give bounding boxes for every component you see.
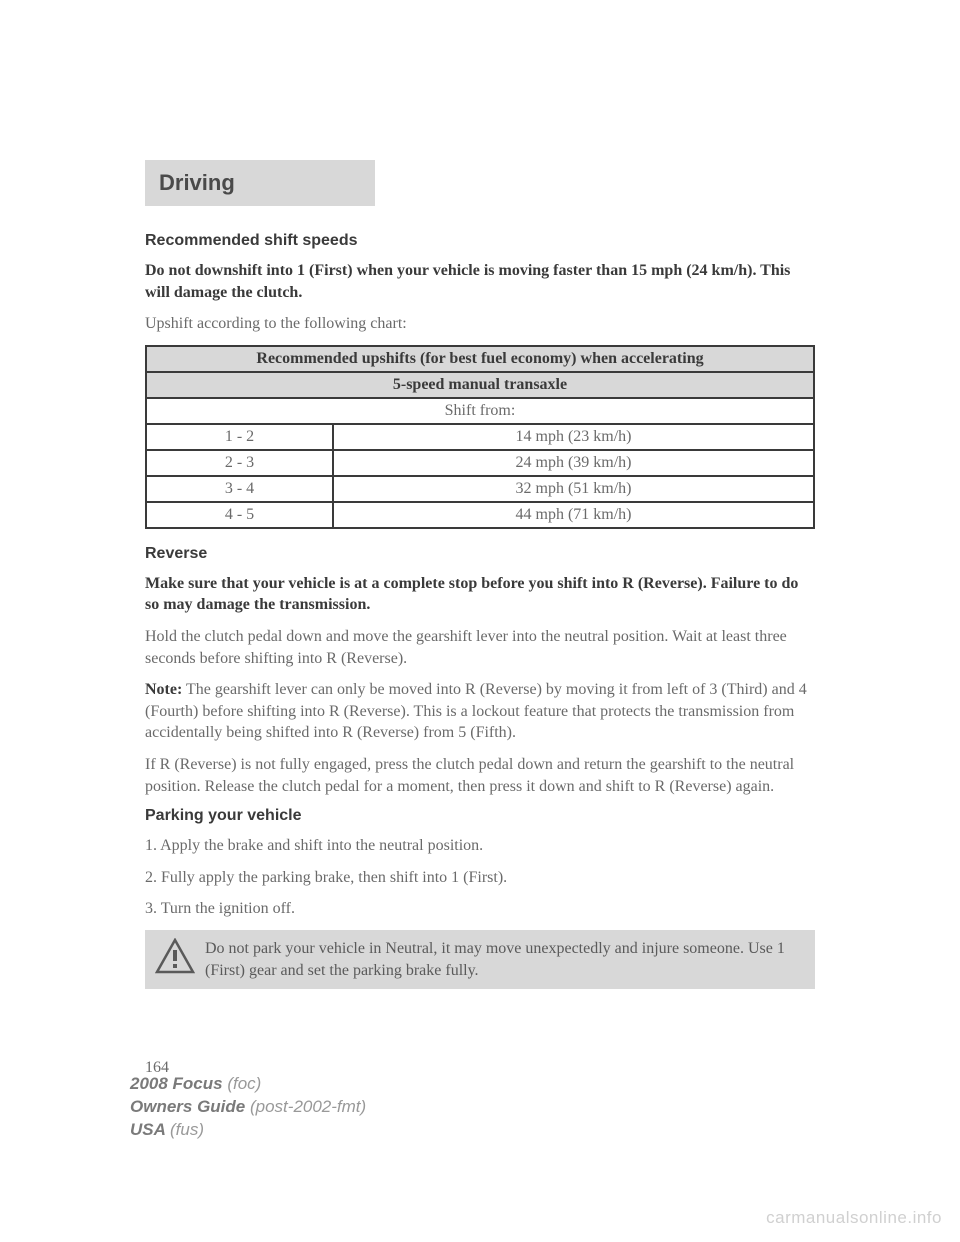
table-row: 2 - 3 24 mph (39 km/h) xyxy=(146,450,814,476)
gear-cell: 3 - 4 xyxy=(146,476,333,502)
footer-line-1: 2008 Focus (foc) xyxy=(130,1073,366,1096)
watermark: carmanualsonline.info xyxy=(766,1208,942,1228)
footer-line-3: USA (fus) xyxy=(130,1119,366,1142)
speed-cell: 14 mph (23 km/h) xyxy=(333,424,814,450)
parking-step-2: 2. Fully apply the parking brake, then s… xyxy=(145,867,815,889)
caution-text: Do not park your vehicle in Neutral, it … xyxy=(205,938,805,981)
table-subtitle: 5-speed manual transaxle xyxy=(146,372,814,398)
section-heading-reverse: Reverse xyxy=(145,545,815,563)
footer-region: USA xyxy=(130,1120,170,1139)
chapter-title: Driving xyxy=(159,170,361,196)
parking-step-1: 1. Apply the brake and shift into the ne… xyxy=(145,835,815,857)
manual-page: Driving Recommended shift speeds Do not … xyxy=(0,0,960,1077)
reverse-warning: Make sure that your vehicle is at a comp… xyxy=(145,573,815,616)
upshift-table: Recommended upshifts (for best fuel econ… xyxy=(145,345,815,529)
table-row: 1 - 2 14 mph (23 km/h) xyxy=(146,424,814,450)
reverse-note: Note: The gearshift lever can only be mo… xyxy=(145,679,815,744)
speed-cell: 32 mph (51 km/h) xyxy=(333,476,814,502)
footer-code-2: (post-2002-fmt) xyxy=(250,1097,366,1116)
section-heading-parking: Parking your vehicle xyxy=(145,807,815,825)
shift-warning: Do not downshift into 1 (First) when you… xyxy=(145,260,815,303)
table-row: 3 - 4 32 mph (51 km/h) xyxy=(146,476,814,502)
note-label: Note: xyxy=(145,681,182,698)
speed-cell: 24 mph (39 km/h) xyxy=(333,450,814,476)
shift-intro: Upshift according to the following chart… xyxy=(145,313,815,335)
footer-line-2: Owners Guide (post-2002-fmt) xyxy=(130,1096,366,1119)
table-shift-from: Shift from: xyxy=(146,398,814,424)
gear-cell: 1 - 2 xyxy=(146,424,333,450)
warning-triangle-icon xyxy=(155,938,195,974)
caution-box: Do not park your vehicle in Neutral, it … xyxy=(145,930,815,989)
chapter-header: Driving xyxy=(145,160,375,206)
gear-cell: 2 - 3 xyxy=(146,450,333,476)
note-text: The gearshift lever can only be moved in… xyxy=(145,681,807,741)
table-row: 4 - 5 44 mph (71 km/h) xyxy=(146,502,814,528)
footer-code-3: (fus) xyxy=(170,1120,204,1139)
speed-cell: 44 mph (71 km/h) xyxy=(333,502,814,528)
gear-cell: 4 - 5 xyxy=(146,502,333,528)
footer: 2008 Focus (foc) Owners Guide (post-2002… xyxy=(130,1073,366,1142)
section-heading-shift: Recommended shift speeds xyxy=(145,232,815,250)
parking-step-3: 3. Turn the ignition off. xyxy=(145,898,815,920)
reverse-p1: Hold the clutch pedal down and move the … xyxy=(145,626,815,669)
footer-guide: Owners Guide xyxy=(130,1097,250,1116)
footer-model: 2008 Focus xyxy=(130,1074,227,1093)
table-title: Recommended upshifts (for best fuel econ… xyxy=(146,346,814,372)
reverse-p2: If R (Reverse) is not fully engaged, pre… xyxy=(145,754,815,797)
footer-code-1: (foc) xyxy=(227,1074,261,1093)
